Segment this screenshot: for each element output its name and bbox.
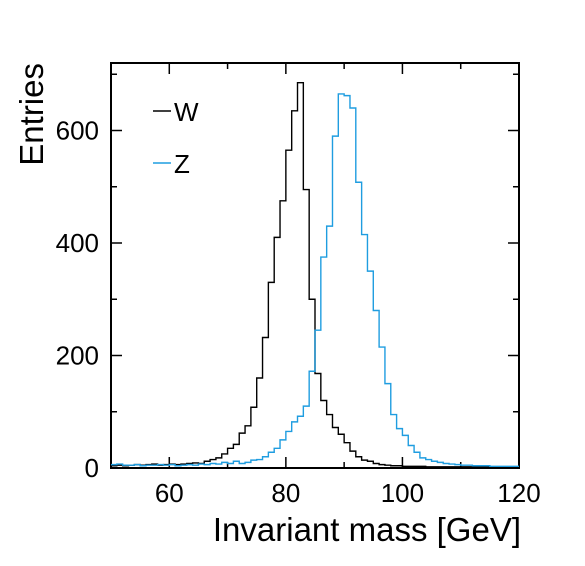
legend: W Z [153,97,199,179]
y-tick-label: 600 [56,116,99,146]
series-layer [111,81,519,468]
tick-labels: 60 80 100 120 0 200 400 600 [56,116,541,509]
x-tick-label: 120 [497,478,540,508]
axis-ticks [110,63,520,469]
series-w-histogram [111,81,519,468]
x-tick-label: 100 [381,478,424,508]
y-tick-label: 400 [56,228,99,258]
y-tick-label: 200 [56,341,99,371]
legend-label-w: W [174,97,199,127]
legend-label-z: Z [174,149,190,179]
y-tick-label: 0 [85,453,99,483]
series-z-histogram [111,93,519,468]
plot-frame [110,62,520,469]
x-tick-label: 60 [155,478,184,508]
y-axis-title: Entries [13,63,50,166]
x-axis-title: Invariant mass [GeV] [213,511,521,548]
x-tick-label: 80 [271,478,300,508]
